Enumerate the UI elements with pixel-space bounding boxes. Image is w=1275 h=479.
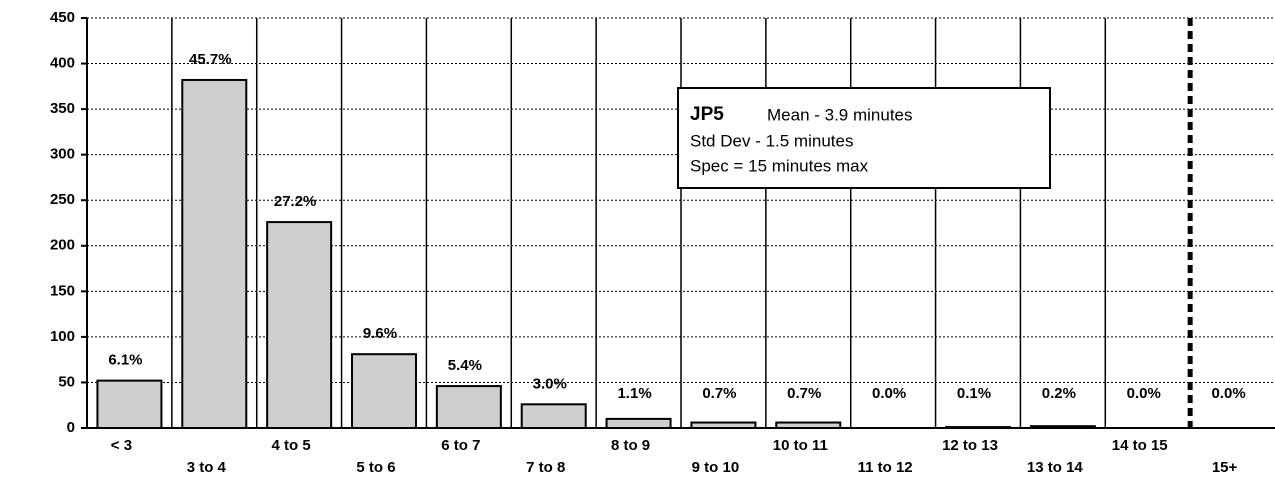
x-tick-label: 14 to 15 (1112, 437, 1168, 454)
bar-label: 27.2% (274, 193, 317, 210)
x-tick-label: 5 to 6 (356, 459, 395, 476)
y-tick-label: 50 (58, 373, 75, 390)
bar-label: 0.7% (702, 385, 736, 402)
y-tick-label: 400 (50, 55, 75, 72)
bar (690, 421, 757, 429)
bar-label: 1.1% (617, 385, 651, 402)
annotation-line: Std Dev - 1.5 minutes (690, 131, 853, 150)
bar (945, 426, 1011, 430)
y-tick-label: 350 (50, 100, 75, 117)
bar (1029, 425, 1096, 429)
y-tick-label: 100 (50, 328, 75, 345)
x-tick-label: 4 to 5 (272, 437, 311, 454)
bar (775, 421, 842, 429)
bar-label: 9.6% (363, 325, 397, 342)
annotation-title: JP5 (690, 104, 724, 125)
y-tick-label: 250 (50, 191, 75, 208)
y-tick-label: 150 (50, 282, 75, 299)
bar-label: 0.0% (872, 385, 906, 402)
y-tick-label: 450 (50, 9, 75, 26)
x-tick-label: 7 to 8 (526, 459, 565, 476)
bar (266, 221, 333, 429)
y-tick-label: 300 (50, 146, 75, 163)
x-tick-label: 8 to 9 (611, 437, 650, 454)
bar-label: 6.1% (108, 352, 142, 369)
x-tick-label: 10 to 11 (773, 437, 828, 454)
x-tick-label: 12 to 13 (942, 437, 998, 454)
bar (181, 78, 248, 429)
annotation-line: Mean - 3.9 minutes (767, 105, 913, 124)
annotation-box (677, 87, 1051, 189)
bar-label: 5.4% (448, 357, 482, 374)
bar-label: 0.2% (1042, 385, 1076, 402)
x-tick-label: 3 to 4 (187, 459, 227, 476)
x-tick-label: 11 to 12 (858, 459, 913, 476)
bar-label: 0.1% (957, 385, 991, 402)
bar-label: 3.0% (533, 375, 567, 392)
bar-label: 0.0% (1127, 385, 1161, 402)
bar (96, 379, 163, 429)
bar-label: 0.7% (787, 385, 821, 402)
y-tick-label: 200 (50, 237, 75, 254)
x-tick-label: 6 to 7 (441, 437, 480, 454)
annotation-line: Spec = 15 minutes max (690, 156, 869, 175)
bar (351, 353, 417, 430)
x-tick-label: 13 to 14 (1027, 459, 1084, 476)
bar (605, 417, 672, 429)
bar-label: 0.0% (1211, 385, 1245, 402)
bar (435, 385, 502, 430)
bar (520, 403, 587, 429)
y-tick-label: 0 (67, 419, 75, 436)
x-tick-label: < 3 (111, 437, 132, 454)
x-tick-label: 15+ (1212, 459, 1238, 476)
x-tick-label: 9 to 10 (692, 459, 740, 476)
bar-label: 45.7% (189, 51, 232, 68)
